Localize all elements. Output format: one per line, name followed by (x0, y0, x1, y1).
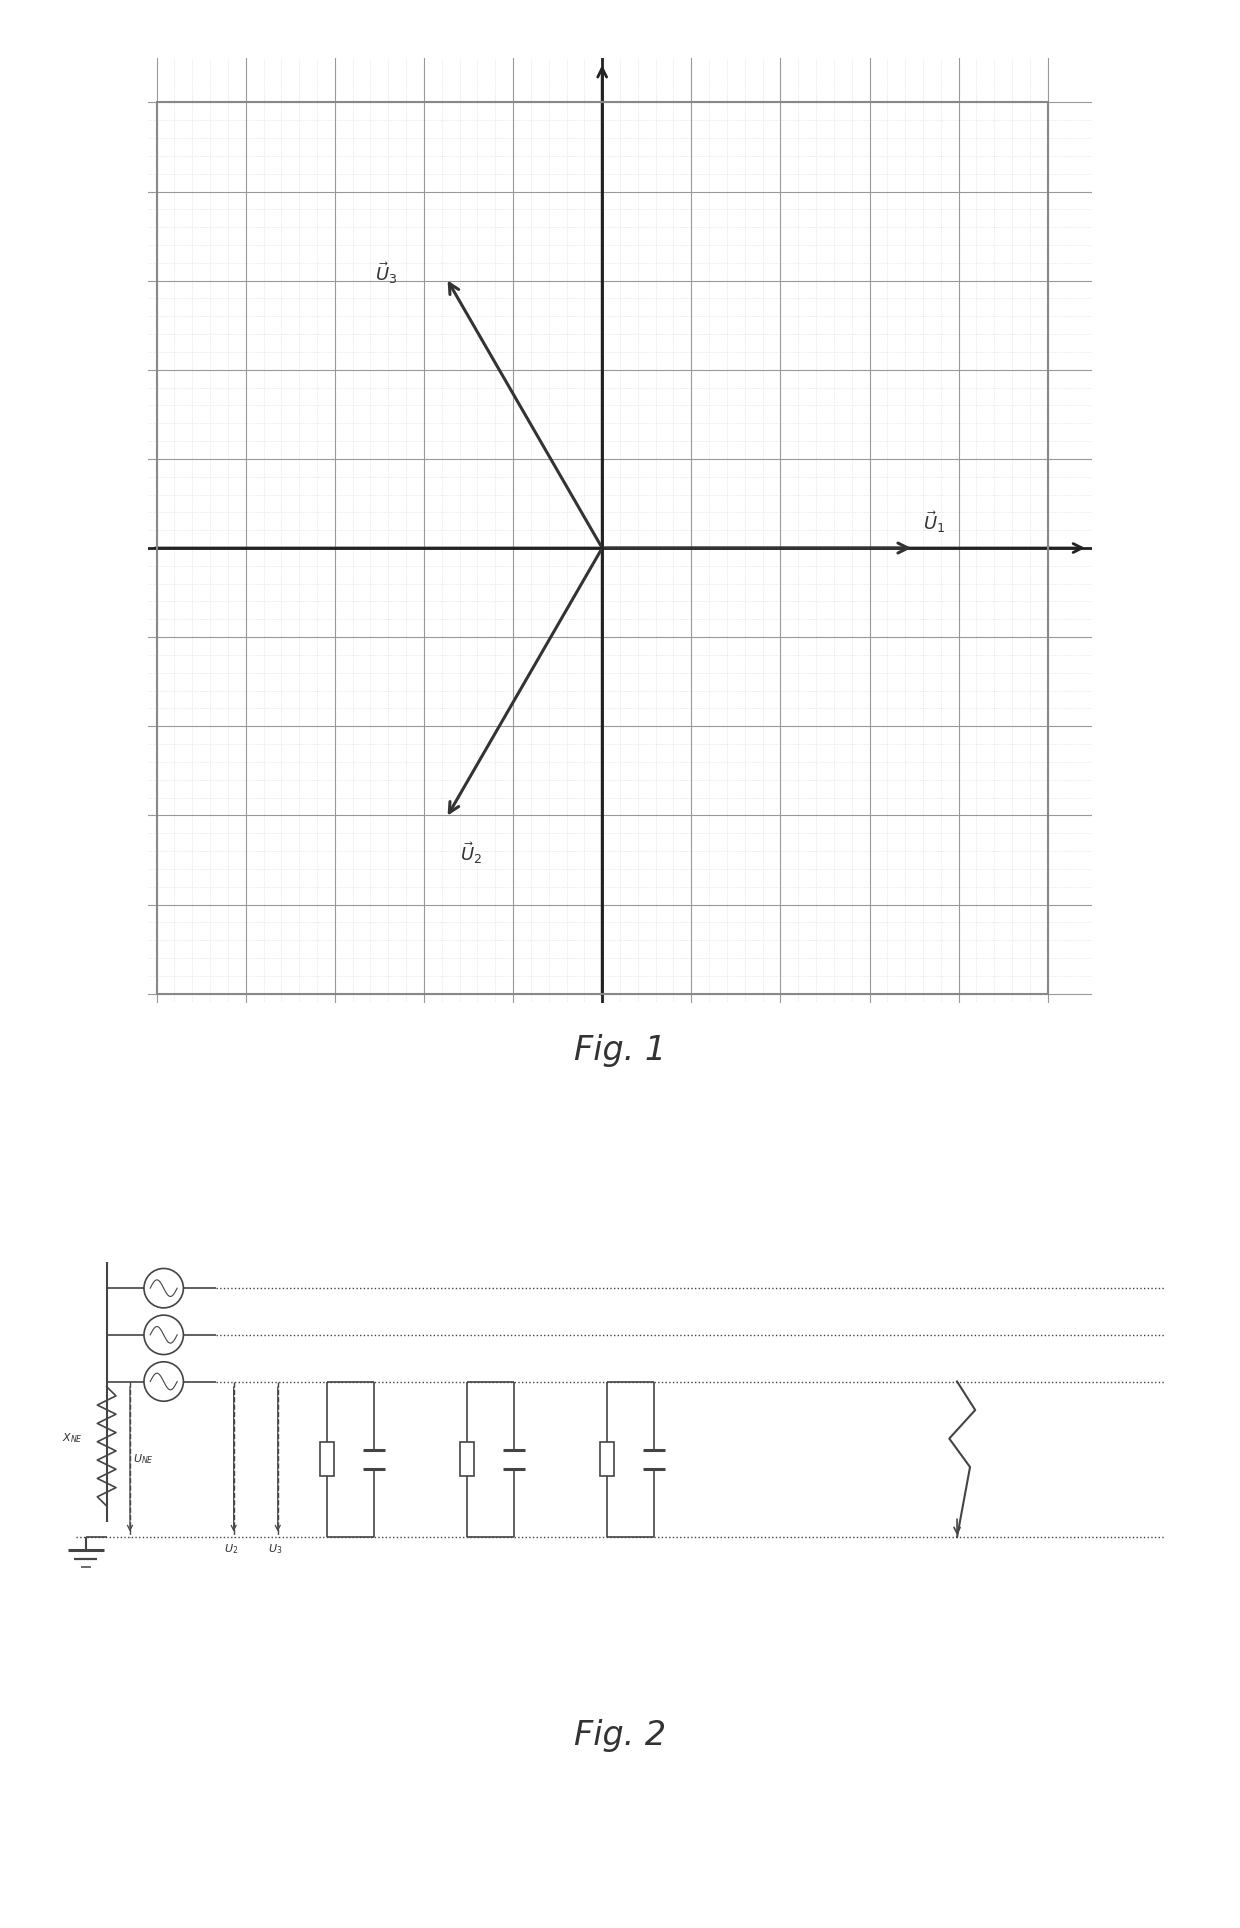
Text: Fig. 1: Fig. 1 (574, 1033, 666, 1068)
Text: Fig. 2: Fig. 2 (574, 1718, 666, 1753)
Text: $\vec{U}_2$: $\vec{U}_2$ (460, 841, 481, 866)
Text: $U_3$: $U_3$ (268, 1542, 283, 1556)
Bar (600, 1442, 614, 1477)
Bar (460, 1442, 474, 1477)
Text: $U_{NE}$: $U_{NE}$ (133, 1452, 154, 1465)
Text: $X_{NE}$: $X_{NE}$ (62, 1433, 83, 1446)
Text: $\vec{U}_1$: $\vec{U}_1$ (923, 509, 945, 534)
Text: $\vec{U}_3$: $\vec{U}_3$ (374, 260, 397, 287)
Text: $U_2$: $U_2$ (224, 1542, 238, 1556)
Bar (320, 1442, 335, 1477)
